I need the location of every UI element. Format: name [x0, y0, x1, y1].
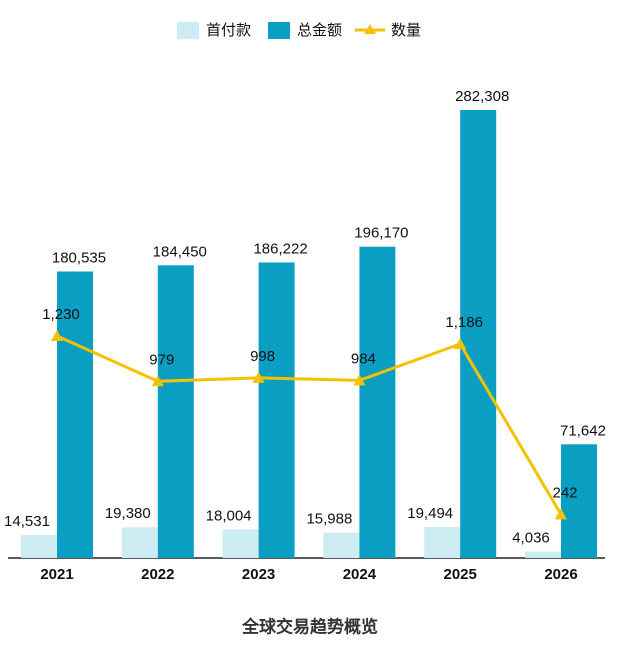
line-marker [151, 375, 164, 387]
value-label: 15,988 [306, 511, 352, 528]
bar [561, 444, 597, 558]
value-label: 71,642 [560, 422, 606, 439]
line [56, 334, 563, 516]
bar [460, 110, 497, 558]
line-marker [51, 330, 63, 341]
x-tick-label: 2024 [343, 566, 377, 583]
legend-label: 首付款 [206, 22, 251, 39]
value-label: 282,308 [455, 88, 509, 105]
legend-label: 数量 [391, 22, 421, 39]
bar [57, 271, 93, 558]
x-tick-label: 2022 [141, 566, 174, 583]
legend-swatch [177, 22, 199, 39]
line-marker [353, 374, 366, 386]
value-label: 19,494 [407, 505, 453, 522]
value-label: 184,450 [153, 243, 207, 260]
bar [258, 262, 295, 558]
line-marker [252, 371, 265, 383]
value-label: 979 [149, 351, 174, 368]
chart-title: 全球交易趋势概览 [241, 616, 378, 636]
value-label: 984 [351, 350, 376, 367]
value-label: 14,531 [4, 513, 50, 530]
bar [359, 246, 396, 559]
value-label: 180,535 [52, 249, 106, 266]
value-label: 1,230 [42, 306, 80, 323]
bar [121, 527, 158, 558]
legend-label: 总金额 [297, 22, 342, 39]
value-label: 1,186 [445, 314, 483, 331]
value-label: 4,036 [512, 530, 550, 547]
x-tick-label: 2021 [40, 566, 73, 583]
bar [222, 529, 259, 558]
line-marker [555, 508, 567, 520]
bar [21, 534, 57, 558]
bar [323, 532, 360, 558]
line-marker [454, 337, 467, 349]
value-label: 196,170 [354, 225, 408, 242]
value-label: 186,222 [253, 240, 307, 257]
legend-marker [364, 24, 376, 34]
value-label: 242 [552, 484, 577, 501]
x-tick-label: 2023 [242, 566, 275, 583]
x-tick-label: 2026 [544, 566, 577, 583]
x-tick-label: 2025 [444, 566, 477, 583]
value-label: 18,004 [206, 507, 252, 524]
value-label: 19,380 [105, 505, 151, 522]
bar [424, 527, 461, 558]
bar [157, 265, 194, 558]
bar [525, 551, 561, 558]
legend-swatch [268, 22, 290, 39]
value-label: 998 [250, 348, 275, 365]
